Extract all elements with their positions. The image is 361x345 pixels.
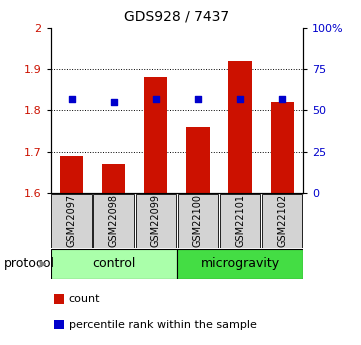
Point: [111, 99, 117, 105]
Title: GDS928 / 7437: GDS928 / 7437: [124, 10, 230, 24]
Bar: [177, 249, 303, 279]
Text: GSM22102: GSM22102: [277, 194, 287, 247]
Text: GSM22100: GSM22100: [193, 194, 203, 247]
Point: [279, 96, 285, 101]
Bar: [229, 61, 252, 193]
Text: percentile rank within the sample: percentile rank within the sample: [69, 320, 256, 329]
Bar: [93, 194, 134, 248]
Point: [237, 96, 243, 101]
Bar: [186, 127, 209, 193]
Text: GSM22098: GSM22098: [109, 194, 119, 247]
Bar: [262, 194, 303, 248]
Text: count: count: [69, 294, 100, 304]
Point: [69, 96, 74, 101]
Bar: [136, 194, 176, 248]
Text: GSM22099: GSM22099: [151, 194, 161, 247]
Bar: [220, 194, 260, 248]
Text: GSM22101: GSM22101: [235, 194, 245, 247]
Point: [195, 96, 201, 101]
Bar: [60, 156, 83, 193]
Bar: [102, 164, 125, 193]
Bar: [144, 77, 168, 193]
Text: microgravity: microgravity: [200, 257, 280, 270]
Text: protocol: protocol: [4, 257, 55, 270]
Point: [153, 96, 159, 101]
Text: control: control: [92, 257, 135, 270]
Text: GSM22097: GSM22097: [66, 194, 77, 247]
Bar: [51, 249, 177, 279]
Bar: [178, 194, 218, 248]
Bar: [51, 194, 92, 248]
Bar: [271, 102, 294, 193]
